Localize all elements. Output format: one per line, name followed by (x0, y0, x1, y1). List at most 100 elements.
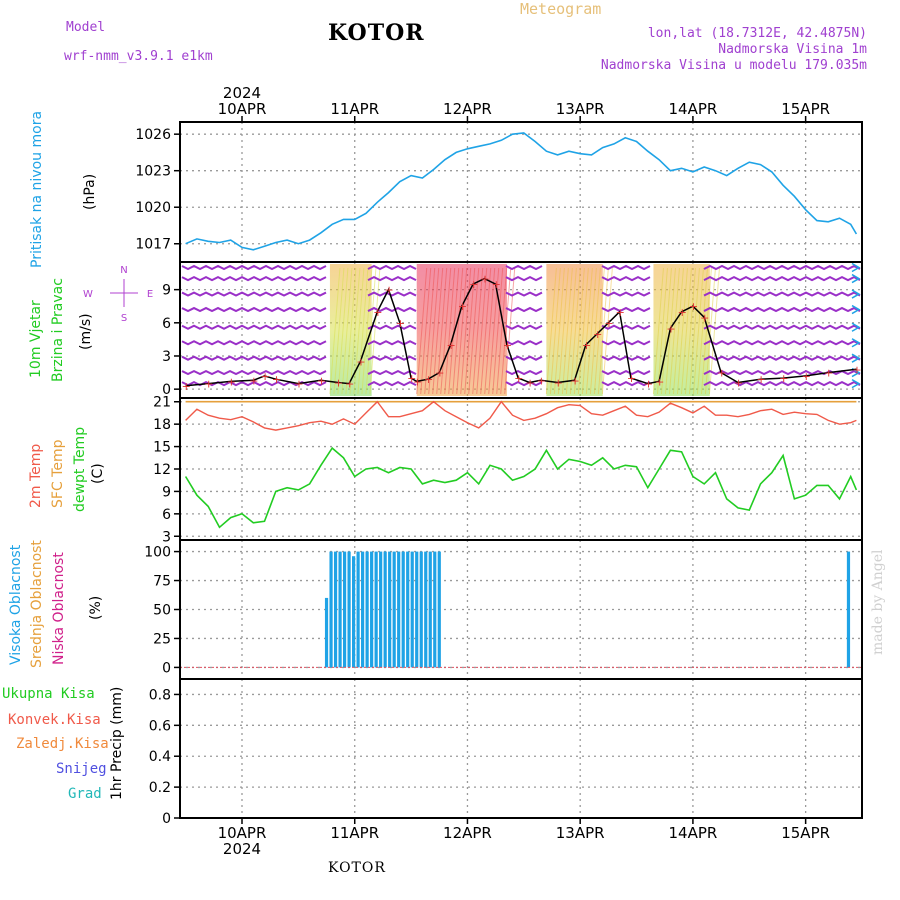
cloud-bar (338, 551, 342, 668)
meteogram-label: Meteogram (520, 0, 602, 18)
wind-barb-stroke (557, 267, 569, 395)
wind-arrow-head (851, 304, 861, 315)
wind-barb-stroke (500, 267, 512, 395)
compass-e-label: E (147, 289, 153, 300)
cloud-tick-label: 75 (153, 574, 171, 590)
cloud-bar (437, 551, 441, 668)
wind-barb-stroke (561, 267, 573, 395)
wind-gust-marker: + (666, 322, 675, 335)
cloud-bar (415, 551, 419, 668)
wind-barb-stroke (484, 267, 496, 395)
wind-gust-marker: + (413, 375, 422, 388)
cloud-bar (433, 551, 437, 668)
lonlat-label: lon,lat (18.7312E, 42.4875N) (647, 26, 867, 41)
top-date-label: 10APR (218, 100, 267, 118)
wind-barb-stroke (585, 267, 597, 395)
cloud-tick-label: 100 (144, 545, 171, 561)
cloud-tick-label: 25 (153, 631, 171, 647)
wind-gust-marker: + (249, 374, 258, 387)
cloud-bar (410, 551, 414, 668)
legend-snow: Snijeg (56, 761, 107, 777)
wind-barb-stroke (476, 267, 488, 395)
wind-gust-marker: + (757, 373, 766, 386)
cloud-bar (406, 551, 410, 668)
legend-freezing-rain: Zaledj.Kisa (16, 736, 109, 752)
wind-gust-marker: + (396, 317, 405, 330)
temp-tick-label: 18 (153, 417, 171, 433)
wind-speed-line (185, 277, 857, 387)
wind-gust-marker: + (604, 317, 613, 330)
wind-gust-marker: + (373, 306, 382, 319)
wind-barb-stroke (589, 267, 601, 395)
wind-barb-stroke (496, 267, 508, 395)
wind-direction-row (181, 291, 861, 297)
wind-barb-stroke (577, 267, 589, 395)
cloud-bar (846, 551, 851, 668)
cloud-bar (392, 551, 396, 668)
pressure-tick-label: 1026 (135, 127, 171, 143)
legend-total-rain: Ukupna Kisa (2, 686, 95, 702)
cloud-bar (374, 551, 378, 668)
wind-barb-stroke (565, 267, 577, 395)
wind-barb-stroke (341, 267, 353, 395)
wind-gust-marker: + (407, 372, 416, 385)
cloud-bar (352, 556, 356, 668)
precip-tick-label: 0.4 (149, 749, 171, 765)
wind-barb-stroke (424, 267, 436, 395)
cloud-bar (424, 551, 428, 668)
wind-gust-marker: + (447, 339, 456, 352)
wind-arrow-head (851, 378, 861, 389)
station-title: KOTOR (328, 20, 425, 46)
wind-barb-stroke (680, 267, 692, 395)
altitude-label: Nadmorska Visina 1m (718, 42, 867, 57)
pressure-tick-label: 1017 (135, 237, 171, 253)
wind-direction-row (181, 324, 861, 330)
wind-barb-stroke (349, 267, 361, 395)
wind-barb-stroke (448, 267, 460, 395)
top-date-label: 12APR (443, 100, 492, 118)
top-date-label: 14APR (668, 100, 717, 118)
wind-barb-stroke (460, 267, 472, 395)
cloud-bar (388, 551, 392, 668)
precip-tick-label: 0 (162, 811, 171, 827)
cloud-bar (329, 551, 333, 668)
wind-direction-row (181, 381, 861, 387)
top-year-label: 2024 (223, 84, 261, 102)
cloud-bar (419, 551, 423, 668)
temp-tick-label: 12 (153, 462, 171, 478)
wind-barb-stroke (504, 267, 516, 395)
wind-arrow-head (851, 262, 861, 273)
wind-gust-marker: + (435, 367, 444, 380)
footer-station: KOTOR (328, 860, 386, 876)
wind-gust-marker: + (644, 378, 653, 391)
wind-tick-label: 9 (162, 283, 171, 299)
bottom-date-label: 11APR (330, 824, 379, 842)
legend-hail: Grad (68, 786, 102, 802)
wind-barb-stroke (456, 267, 468, 395)
precip-tick-label: 0.8 (149, 687, 171, 703)
wind-barb-stroke (672, 267, 684, 395)
top-date-label: 13APR (556, 100, 605, 118)
model-label: Model (66, 20, 106, 35)
wind-gust-marker: + (204, 378, 213, 391)
wind-barb-stroke (361, 267, 373, 395)
credit-label: made by Angel (870, 549, 886, 656)
wind-direction-row (181, 340, 861, 346)
cloud-bar (370, 551, 374, 668)
cloud-bar (365, 551, 369, 668)
wind-gust-marker: + (480, 273, 489, 286)
wind-gust-marker: + (261, 370, 270, 383)
wind-barb-stroke (696, 267, 708, 395)
wind-barb-stroke (708, 267, 720, 395)
bottom-date-label: 15APR (781, 824, 830, 842)
temp-tick-label: 9 (162, 484, 171, 500)
wind-gust-marker: + (627, 372, 636, 385)
wind-direction-row (181, 264, 861, 271)
wind-barb-stroke (700, 267, 712, 395)
wind-barb-stroke (345, 267, 357, 395)
wind-barb-stroke (468, 267, 480, 395)
bottom-date-label: 14APR (668, 824, 717, 842)
top-date-label: 15APR (781, 100, 830, 118)
